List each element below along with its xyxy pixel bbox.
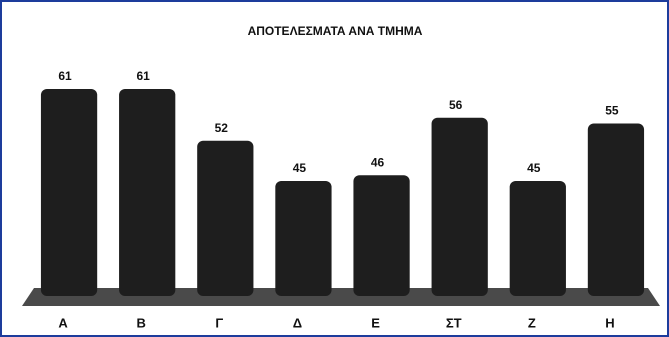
x-tick-label: Δ bbox=[293, 315, 302, 330]
data-label: 45 bbox=[293, 161, 307, 175]
data-label: 52 bbox=[215, 121, 229, 135]
x-tick-label: Α bbox=[58, 315, 68, 330]
x-tick-label: Η bbox=[605, 315, 614, 330]
chart-title: ΑΠΟΤΕΛΕΣΜΑΤΑ ΑΝΑ ΤΜΗΜΑ bbox=[248, 24, 423, 38]
bar bbox=[275, 181, 332, 296]
data-label: 61 bbox=[58, 69, 72, 83]
x-tick-label: ΣΤ bbox=[446, 315, 462, 330]
bar bbox=[197, 140, 254, 296]
data-label: 46 bbox=[371, 155, 385, 169]
bar bbox=[509, 181, 566, 296]
x-tick-label: Ε bbox=[371, 315, 380, 330]
bar bbox=[40, 89, 98, 296]
data-label: 61 bbox=[137, 69, 151, 83]
data-label: 55 bbox=[605, 104, 619, 118]
bar bbox=[587, 123, 645, 296]
floor bbox=[22, 288, 660, 306]
data-label: 45 bbox=[527, 161, 541, 175]
bar bbox=[431, 117, 488, 296]
x-tick-label: Β bbox=[136, 315, 145, 330]
data-label: 56 bbox=[449, 98, 463, 112]
x-tick-label: Ζ bbox=[528, 315, 536, 330]
bar bbox=[353, 175, 410, 296]
x-tick-label: Γ bbox=[215, 315, 223, 330]
bar bbox=[119, 89, 176, 296]
